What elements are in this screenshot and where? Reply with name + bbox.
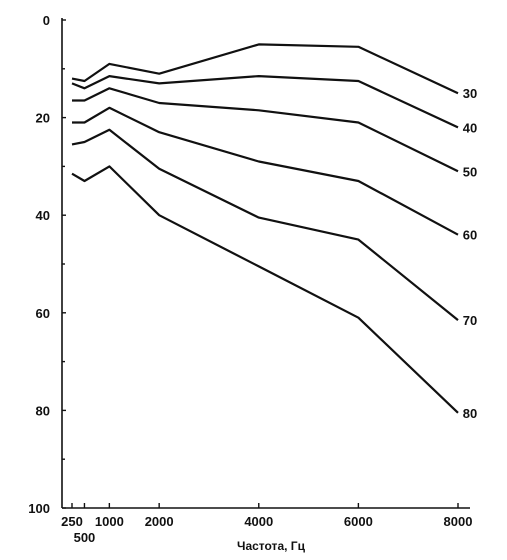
curve-label-50: 50: [463, 164, 477, 179]
x-tick-label: 2000: [145, 514, 174, 529]
y-tick-label: 100: [28, 501, 50, 516]
curve-label-60: 60: [463, 228, 477, 243]
y-tick-label: 20: [36, 111, 50, 126]
curve-70: [71, 128, 459, 321]
x-tick-label: 250: [61, 514, 83, 529]
y-tick-label: 0: [43, 13, 50, 28]
x-tick-label: 8000: [444, 514, 473, 529]
y-tick-label: 40: [36, 208, 50, 223]
curve-40: [71, 74, 459, 129]
curve-label-70: 70: [463, 313, 477, 328]
curve-labels: 30 40 50 60 70 80: [463, 86, 477, 421]
curve-80: [71, 165, 459, 414]
curve-label-40: 40: [463, 120, 477, 135]
x-tick-label: 500: [74, 530, 96, 545]
y-tick-label: 80: [36, 403, 50, 418]
curve-label-30: 30: [463, 86, 477, 101]
x-tick-label: 6000: [344, 514, 373, 529]
curve-label-80: 80: [463, 406, 477, 421]
curve-60: [72, 106, 459, 236]
chart-axes: [61, 18, 470, 509]
x-axis-title: Частота, Гц: [237, 539, 306, 553]
y-ticks: 0 20 40 60 80 100: [28, 13, 66, 516]
x-tick-label: 4000: [244, 514, 273, 529]
x-tick-label: 1000: [95, 514, 124, 529]
y-tick-label: 60: [36, 306, 50, 321]
curve-30: [71, 43, 459, 95]
curve-50: [72, 87, 459, 173]
curves: [71, 43, 459, 414]
